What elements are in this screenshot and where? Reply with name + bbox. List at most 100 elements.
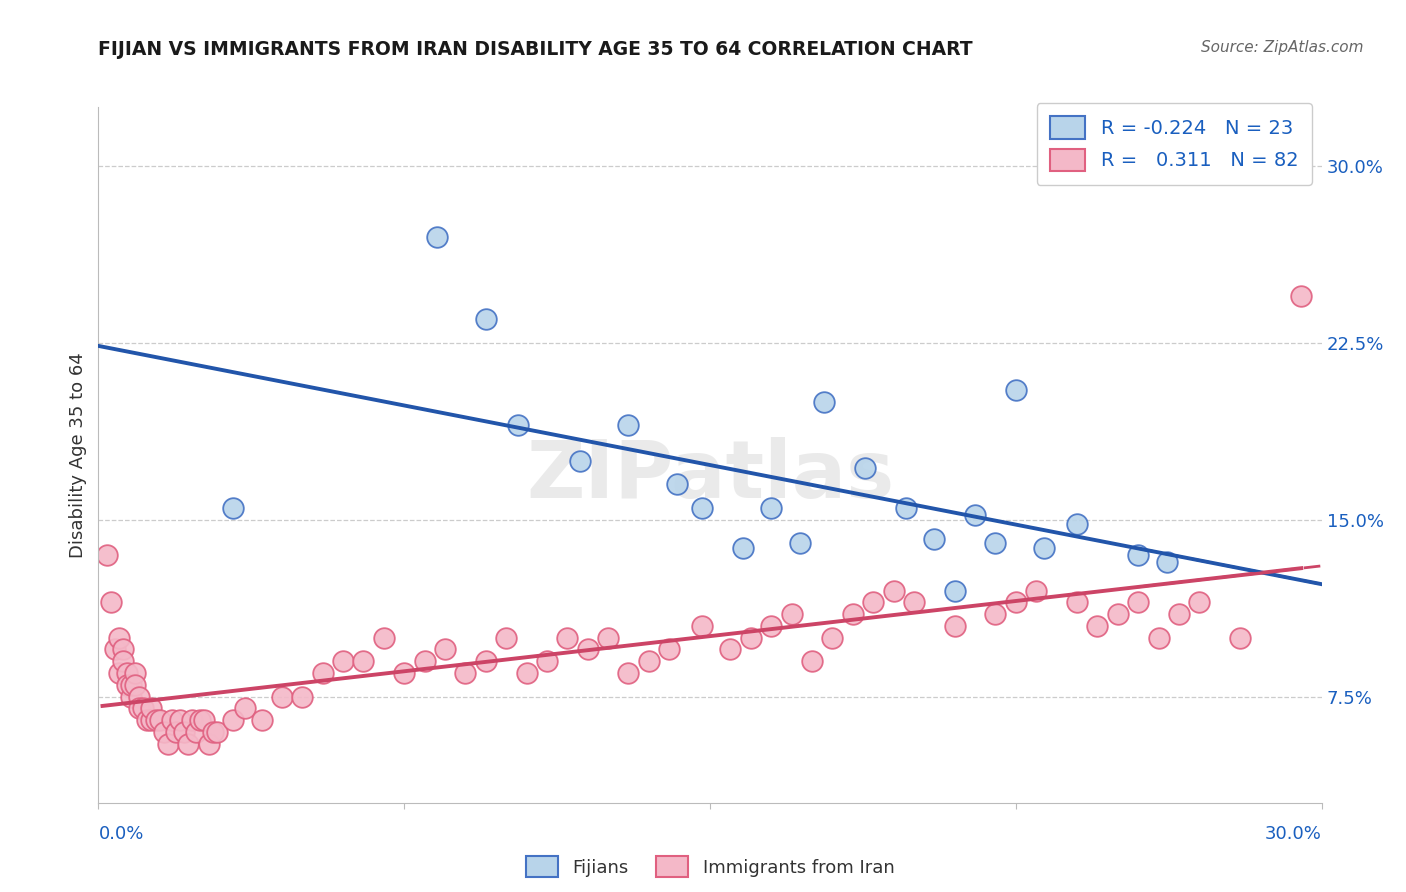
Point: [984, 607, 1007, 621]
Y-axis label: Disability Age 35 to 64: Disability Age 35 to 64: [69, 352, 87, 558]
Point: [1128, 595, 1150, 609]
Point: [233, 701, 256, 715]
Point: [761, 500, 783, 515]
Point: [186, 725, 208, 739]
Point: [250, 713, 273, 727]
Point: [128, 690, 150, 704]
Point: [789, 536, 811, 550]
Point: [474, 312, 498, 326]
Point: [222, 713, 245, 727]
Point: [943, 619, 966, 633]
Legend: Fijians, Immigrants from Iran: Fijians, Immigrants from Iran: [519, 849, 901, 884]
Point: [1291, 289, 1313, 303]
Point: [136, 713, 159, 727]
Point: [862, 595, 884, 609]
Point: [637, 654, 661, 668]
Point: [141, 701, 163, 715]
Point: [291, 690, 314, 704]
Point: [474, 654, 498, 668]
Point: [124, 666, 146, 681]
Point: [124, 678, 146, 692]
Point: [1066, 517, 1088, 532]
Point: [201, 725, 224, 739]
Point: [193, 713, 215, 727]
Point: [188, 713, 212, 727]
Point: [1167, 607, 1189, 621]
Point: [108, 631, 131, 645]
Point: [152, 725, 174, 739]
Point: [690, 500, 713, 515]
Point: [141, 713, 163, 727]
Point: [426, 229, 449, 244]
Point: [1085, 619, 1108, 633]
Point: [1156, 555, 1178, 569]
Point: [132, 701, 155, 715]
Text: 30.0%: 30.0%: [1265, 825, 1322, 843]
Point: [149, 713, 172, 727]
Point: [222, 500, 245, 515]
Point: [160, 713, 183, 727]
Point: [761, 619, 783, 633]
Point: [169, 713, 191, 727]
Point: [516, 666, 538, 681]
Point: [1107, 607, 1129, 621]
Point: [718, 642, 742, 657]
Point: [392, 666, 416, 681]
Point: [568, 454, 591, 468]
Point: [883, 583, 905, 598]
Point: [508, 418, 530, 433]
Point: [1229, 631, 1251, 645]
Point: [165, 725, 187, 739]
Point: [111, 654, 134, 668]
Point: [205, 725, 228, 739]
Point: [128, 701, 150, 715]
Point: [108, 666, 131, 681]
Point: [145, 713, 167, 727]
Point: [120, 678, 142, 692]
Point: [1025, 583, 1047, 598]
Point: [115, 678, 138, 692]
Point: [780, 607, 803, 621]
Text: ZIPatlas: ZIPatlas: [526, 437, 894, 515]
Point: [984, 536, 1007, 550]
Point: [740, 631, 762, 645]
Point: [96, 548, 118, 562]
Point: [666, 477, 689, 491]
Point: [821, 631, 844, 645]
Point: [413, 654, 436, 668]
Point: [120, 690, 142, 704]
Point: [658, 642, 681, 657]
Point: [598, 631, 620, 645]
Point: [1033, 541, 1056, 555]
Point: [1004, 595, 1026, 609]
Point: [1188, 595, 1211, 609]
Point: [1004, 383, 1026, 397]
Point: [1066, 595, 1088, 609]
Point: [617, 666, 640, 681]
Point: [555, 631, 579, 645]
Point: [312, 666, 335, 681]
Point: [922, 532, 945, 546]
Point: [536, 654, 558, 668]
Point: [270, 690, 294, 704]
Point: [352, 654, 374, 668]
Point: [434, 642, 457, 657]
Point: [373, 631, 395, 645]
Point: [173, 725, 195, 739]
Point: [813, 395, 835, 409]
Point: [576, 642, 599, 657]
Point: [177, 737, 200, 751]
Point: [111, 642, 134, 657]
Point: [181, 713, 204, 727]
Point: [841, 607, 863, 621]
Text: 0.0%: 0.0%: [98, 825, 143, 843]
Point: [197, 737, 219, 751]
Point: [115, 666, 138, 681]
Point: [965, 508, 987, 522]
Point: [943, 583, 966, 598]
Point: [1147, 631, 1170, 645]
Text: FIJIAN VS IMMIGRANTS FROM IRAN DISABILITY AGE 35 TO 64 CORRELATION CHART: FIJIAN VS IMMIGRANTS FROM IRAN DISABILIT…: [98, 40, 973, 59]
Point: [731, 541, 754, 555]
Point: [617, 418, 640, 433]
Point: [853, 461, 876, 475]
